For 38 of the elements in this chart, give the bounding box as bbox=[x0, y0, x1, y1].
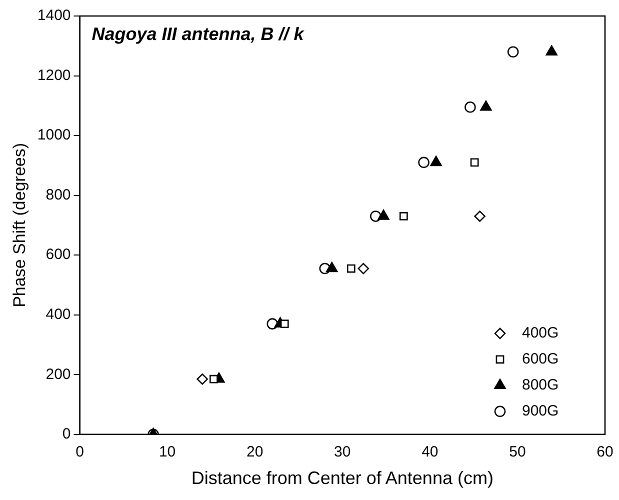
y-tick-label: 200 bbox=[46, 366, 71, 383]
y-tick-label: 1000 bbox=[37, 126, 71, 144]
point bbox=[210, 374, 218, 384]
x-axis-title: Distance from Center of Antenna (cm) bbox=[191, 468, 494, 488]
x-tick-label: 10 bbox=[158, 444, 176, 461]
y-tick-label: 800 bbox=[46, 186, 71, 204]
point bbox=[464, 102, 476, 113]
x-tick-label: 60 bbox=[596, 444, 614, 461]
legend-label: 600G bbox=[522, 350, 559, 368]
point bbox=[196, 373, 208, 385]
point bbox=[280, 320, 289, 328]
y-tick-label: 0 bbox=[62, 426, 71, 443]
point bbox=[480, 100, 492, 111]
point bbox=[507, 46, 519, 58]
x-tick-label: 20 bbox=[246, 444, 264, 461]
legend-label: 800G bbox=[522, 376, 559, 394]
x-tick-label: 0 bbox=[76, 444, 84, 461]
y-axis-title: Phase Shift (degrees) bbox=[10, 142, 29, 308]
point bbox=[470, 158, 479, 167]
point bbox=[326, 262, 338, 272]
y-tick-label: 1200 bbox=[37, 66, 71, 84]
point bbox=[399, 212, 408, 220]
x-tick-label: 50 bbox=[509, 444, 526, 461]
point bbox=[474, 210, 486, 222]
point bbox=[418, 156, 430, 168]
y-tick-label: 600 bbox=[46, 246, 71, 264]
legend-label: 900G bbox=[522, 402, 559, 420]
x-tick-label: 40 bbox=[422, 444, 438, 461]
y-tick-label: 1400 bbox=[37, 7, 71, 24]
y-tick-label: 400 bbox=[46, 306, 71, 323]
point bbox=[346, 264, 356, 273]
chart-title: Nagoya III antenna, B // k bbox=[92, 24, 305, 44]
point bbox=[358, 262, 370, 274]
point bbox=[546, 45, 558, 56]
point bbox=[430, 156, 442, 166]
point bbox=[378, 210, 390, 220]
x-tick-label: 30 bbox=[334, 444, 351, 461]
legend-label: 400G bbox=[522, 324, 559, 342]
